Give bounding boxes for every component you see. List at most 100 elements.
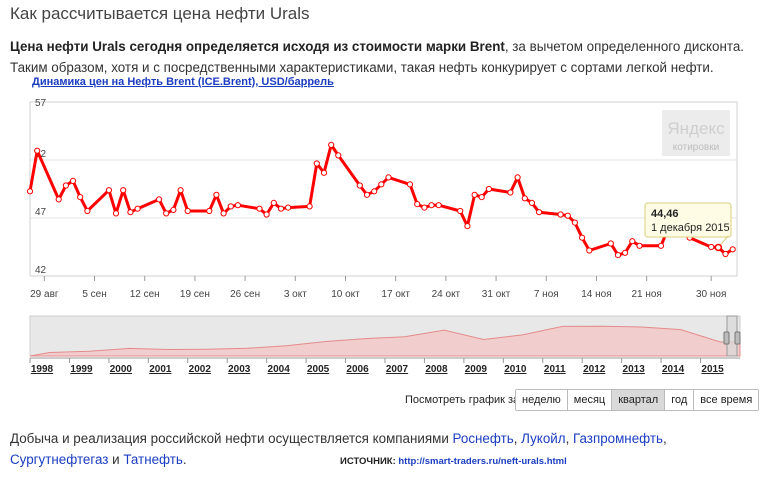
year-label[interactable]: 2015	[701, 364, 724, 375]
data-point	[514, 174, 521, 181]
period-button[interactable]: неделю	[516, 390, 567, 410]
data-point	[457, 207, 464, 215]
x-tick-label: 31 окт	[482, 289, 511, 300]
data-point	[579, 234, 586, 241]
data-point	[636, 242, 643, 249]
year-label[interactable]: 1999	[70, 364, 93, 375]
data-point	[371, 188, 378, 195]
company-link[interactable]: Лукойл	[521, 431, 566, 446]
period-button[interactable]: все время	[693, 390, 759, 410]
footer-separator: ,	[662, 431, 667, 446]
data-point	[34, 147, 41, 154]
data-point	[406, 181, 414, 188]
data-point	[313, 160, 320, 167]
y-tick-label: 57	[35, 98, 47, 109]
source-line: ИСТОЧНИК: http://smart-traders.ru/neft-u…	[340, 456, 567, 467]
data-point	[285, 204, 292, 211]
year-label[interactable]: 2004	[268, 364, 291, 375]
data-point	[127, 209, 134, 216]
navigator-handle-right	[734, 331, 741, 345]
data-point	[507, 189, 514, 196]
intro-bold: Цена нефти Urals сегодня определяется ис…	[10, 39, 505, 54]
data-point	[729, 246, 736, 253]
x-tick-label: 3 окт	[284, 289, 307, 300]
data-point	[586, 247, 593, 254]
footer-and: и	[108, 452, 124, 467]
navigator-chart[interactable]: 1998 1999 2000 2001 2002 2003 2004 2005 2006 2007…	[0, 310, 777, 382]
year-label[interactable]: 2002	[189, 364, 212, 375]
x-tick-label: 19 сен	[180, 289, 210, 300]
data-point	[320, 169, 328, 176]
period-selector: неделю месяц квартал год все время	[515, 389, 760, 411]
data-point	[105, 187, 113, 194]
data-point	[306, 203, 313, 210]
data-point	[163, 210, 170, 217]
data-point	[55, 196, 62, 203]
data-point	[356, 182, 363, 189]
data-point	[521, 195, 528, 202]
tooltip-point	[714, 243, 723, 252]
year-label[interactable]: 2011	[544, 364, 566, 375]
data-point	[213, 191, 220, 198]
data-point	[77, 194, 84, 201]
year-label[interactable]: 2010	[504, 364, 527, 375]
data-point	[112, 210, 120, 217]
source-link[interactable]: http://smart-traders.ru/neft-urals.html	[398, 456, 567, 467]
data-point	[206, 207, 213, 215]
company-link[interactable]: Татнефть	[123, 452, 183, 467]
data-point	[536, 209, 543, 216]
period-label: Посмотреть график за:	[405, 394, 523, 406]
data-point	[571, 219, 579, 226]
period-button[interactable]: год	[664, 390, 694, 410]
data-point	[414, 201, 421, 208]
footer-end: .	[182, 452, 187, 467]
data-point	[120, 187, 127, 194]
year-label[interactable]: 2001	[149, 364, 172, 375]
company-link[interactable]: Газпромнефть	[573, 431, 663, 446]
data-point	[69, 177, 77, 185]
period-button[interactable]: месяц	[566, 390, 612, 410]
year-label[interactable]: 2003	[228, 364, 251, 375]
year-label[interactable]: 2013	[623, 364, 646, 375]
data-point	[464, 223, 471, 230]
data-point	[708, 243, 715, 251]
x-tick-label: 26 сен	[230, 289, 260, 300]
data-point	[156, 196, 163, 203]
year-label[interactable]: 2005	[307, 364, 330, 375]
data-point	[385, 174, 392, 181]
yandex-watermark: Яндекс котировки	[662, 110, 730, 156]
y-tick-label: 42	[35, 265, 47, 276]
year-label[interactable]: 2009	[465, 364, 488, 375]
data-point	[471, 191, 478, 198]
year-label[interactable]: 2012	[583, 364, 606, 375]
year-label[interactable]: 2006	[346, 364, 369, 375]
year-label[interactable]: 1998	[31, 364, 54, 375]
data-point	[607, 240, 614, 247]
data-point	[62, 182, 70, 189]
company-link[interactable]: Сургутнефтегаз	[10, 452, 109, 467]
intro-rest: , за вычетом определенного дисконта. Так…	[10, 39, 745, 75]
data-point	[435, 202, 442, 209]
period-button[interactable]: квартал	[611, 390, 665, 410]
chart-title-link[interactable]: Динамика цен на Нефть Brent (ICE.Brent),…	[32, 76, 334, 88]
x-tick-label: 14 ноя	[581, 289, 611, 300]
data-point	[528, 199, 536, 207]
x-tick-label: 17 окт	[381, 289, 410, 300]
data-point	[478, 194, 485, 201]
data-point	[485, 185, 492, 193]
x-tick-label: 10 окт	[331, 289, 360, 300]
navigator-area	[29, 325, 741, 357]
company-link[interactable]: Роснефть	[452, 431, 514, 446]
footer-lead: Добыча и реализация российской нефти осу…	[10, 431, 453, 446]
y-tick-label: 52	[35, 149, 47, 160]
watermark-line2: котировки	[673, 142, 719, 153]
year-label[interactable]: 2007	[386, 364, 409, 375]
data-point	[657, 242, 665, 249]
data-point	[378, 181, 385, 188]
year-label[interactable]: 2014	[662, 364, 685, 375]
year-label[interactable]: 2008	[425, 364, 448, 375]
year-label[interactable]: 2000	[110, 364, 133, 375]
price-chart: 57 52 47 42 Яндекс котировки 29 авг 5 сен 12 …	[26, 98, 738, 300]
data-point	[270, 199, 277, 207]
data-point	[722, 250, 729, 258]
